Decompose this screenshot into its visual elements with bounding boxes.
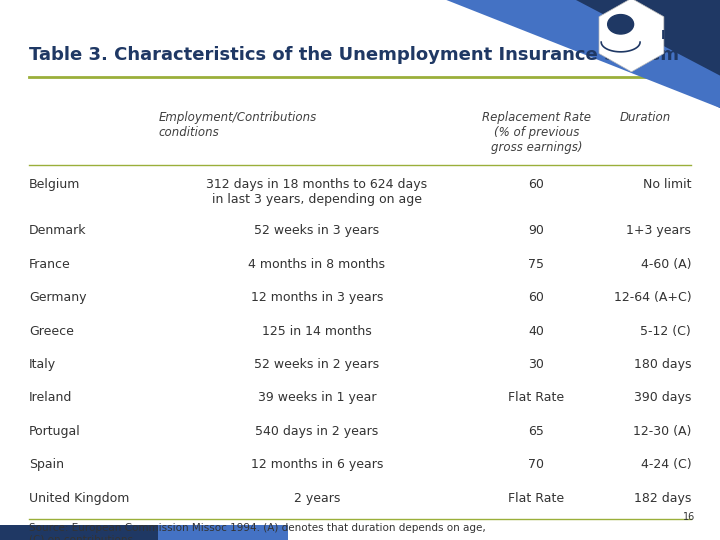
Text: Source: European Commission Missoc 1994. (A) denotes that duration depends on ag: Source: European Commission Missoc 1994.… xyxy=(29,523,485,540)
Text: 390 days: 390 days xyxy=(634,392,691,404)
Text: Duration: Duration xyxy=(619,111,670,124)
Text: 182 days: 182 days xyxy=(634,492,691,505)
Text: Belgium: Belgium xyxy=(29,178,80,191)
Text: 52 weeks in 3 years: 52 weeks in 3 years xyxy=(254,224,379,237)
Text: Denmark: Denmark xyxy=(29,224,86,237)
Text: 52 weeks in 2 years: 52 weeks in 2 years xyxy=(254,358,379,371)
Polygon shape xyxy=(518,0,720,108)
Circle shape xyxy=(608,15,634,34)
Text: 12 months in 3 years: 12 months in 3 years xyxy=(251,291,383,304)
Text: 30: 30 xyxy=(528,358,544,371)
Text: 60: 60 xyxy=(528,178,544,191)
Text: 4-60 (A): 4-60 (A) xyxy=(641,258,691,271)
Text: 16: 16 xyxy=(683,512,695,522)
Text: Germany: Germany xyxy=(29,291,86,304)
Text: 39 weeks in 1 year: 39 weeks in 1 year xyxy=(258,392,376,404)
Text: I Z A: I Z A xyxy=(661,29,693,42)
Text: Table 3. Characteristics of the Unemployment Insurance System: Table 3. Characteristics of the Unemploy… xyxy=(29,46,679,64)
Text: 180 days: 180 days xyxy=(634,358,691,371)
Text: Portugal: Portugal xyxy=(29,425,81,438)
Text: 12 months in 6 years: 12 months in 6 years xyxy=(251,458,383,471)
Polygon shape xyxy=(446,0,720,108)
Text: No limit: No limit xyxy=(643,178,691,191)
Text: 75: 75 xyxy=(528,258,544,271)
Text: Spain: Spain xyxy=(29,458,64,471)
Text: 540 days in 2 years: 540 days in 2 years xyxy=(255,425,379,438)
Text: France: France xyxy=(29,258,71,271)
Text: 4 months in 8 months: 4 months in 8 months xyxy=(248,258,385,271)
Text: 60: 60 xyxy=(528,291,544,304)
Text: 312 days in 18 months to 624 days
in last 3 years, depending on age: 312 days in 18 months to 624 days in las… xyxy=(206,178,428,206)
Text: 65: 65 xyxy=(528,425,544,438)
Polygon shape xyxy=(0,525,158,540)
Text: Flat Rate: Flat Rate xyxy=(508,392,564,404)
Text: Greece: Greece xyxy=(29,325,73,338)
Text: 70: 70 xyxy=(528,458,544,471)
Text: 40: 40 xyxy=(528,325,544,338)
Polygon shape xyxy=(158,525,288,540)
Text: 12-30 (A): 12-30 (A) xyxy=(633,425,691,438)
Text: 2 years: 2 years xyxy=(294,492,340,505)
Text: 4-24 (C): 4-24 (C) xyxy=(641,458,691,471)
Polygon shape xyxy=(599,0,664,72)
Text: 5-12 (C): 5-12 (C) xyxy=(641,325,691,338)
Text: Italy: Italy xyxy=(29,358,56,371)
Text: Flat Rate: Flat Rate xyxy=(508,492,564,505)
Text: 1+3 years: 1+3 years xyxy=(626,224,691,237)
Text: 12-64 (A+C): 12-64 (A+C) xyxy=(613,291,691,304)
Text: 90: 90 xyxy=(528,224,544,237)
Text: Replacement Rate
(% of previous
gross earnings): Replacement Rate (% of previous gross ea… xyxy=(482,111,591,154)
Text: 125 in 14 months: 125 in 14 months xyxy=(262,325,372,338)
Text: Employment/Contributions
conditions: Employment/Contributions conditions xyxy=(158,111,317,139)
Text: United Kingdom: United Kingdom xyxy=(29,492,129,505)
Text: Ireland: Ireland xyxy=(29,392,72,404)
